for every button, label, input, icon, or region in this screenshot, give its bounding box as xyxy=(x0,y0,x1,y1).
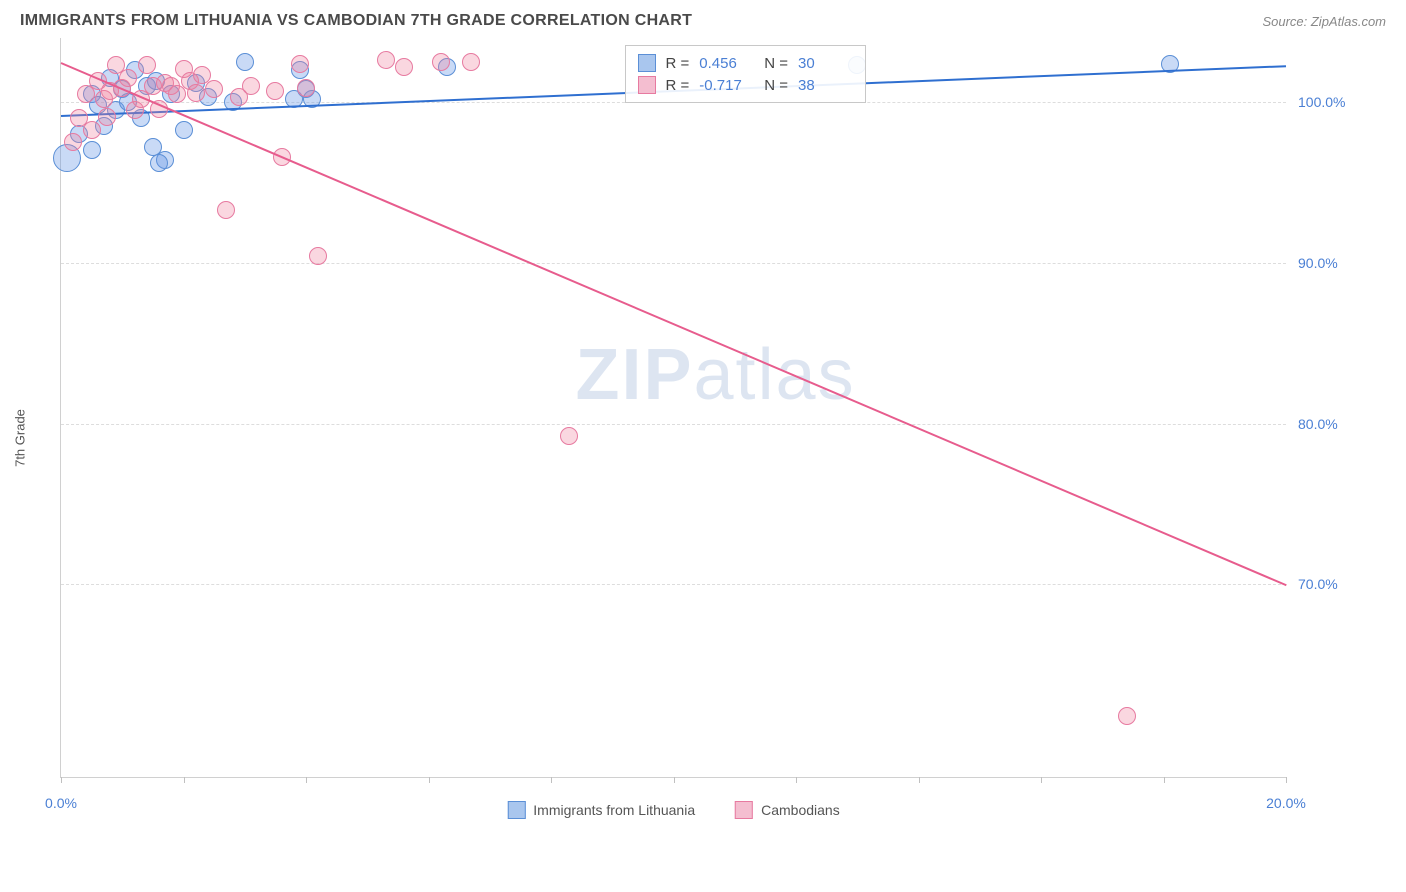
data-point xyxy=(187,84,205,102)
x-tick-mark xyxy=(551,777,552,783)
data-point xyxy=(150,154,168,172)
x-tick-mark xyxy=(919,777,920,783)
data-point xyxy=(98,108,116,126)
legend-swatch xyxy=(507,801,525,819)
gridline xyxy=(61,263,1286,264)
data-point xyxy=(175,121,193,139)
r-value: 0.456 xyxy=(699,55,754,72)
plot-area: ZIPatlas 70.0%80.0%90.0%100.0%0.0%20.0%R… xyxy=(60,38,1286,778)
x-tick-mark xyxy=(306,777,307,783)
legend-item: Cambodians xyxy=(735,801,840,819)
x-tick-mark xyxy=(796,777,797,783)
legend-label: Immigrants from Lithuania xyxy=(533,802,695,818)
data-point xyxy=(1118,707,1136,725)
n-label: N = xyxy=(764,77,788,94)
stats-legend: R = 0.456 N = 30 R = -0.717 N = 38 xyxy=(625,45,867,103)
data-point xyxy=(138,56,156,74)
x-tick-mark xyxy=(61,777,62,783)
data-point xyxy=(462,53,480,71)
n-value: 38 xyxy=(798,77,853,94)
r-label: R = xyxy=(666,77,690,94)
series-swatch xyxy=(638,54,656,72)
trend-line xyxy=(61,62,1287,586)
x-tick-mark xyxy=(184,777,185,783)
legend: Immigrants from Lithuania Cambodians xyxy=(507,801,839,819)
data-point xyxy=(432,53,450,71)
watermark: ZIPatlas xyxy=(576,334,856,416)
chart-title: IMMIGRANTS FROM LITHUANIA VS CAMBODIAN 7… xyxy=(20,12,692,30)
data-point xyxy=(242,77,260,95)
x-tick-label: 0.0% xyxy=(45,795,77,811)
x-tick-mark xyxy=(1164,777,1165,783)
legend-swatch xyxy=(735,801,753,819)
data-point xyxy=(297,79,315,97)
r-value: -0.717 xyxy=(699,77,754,94)
n-value: 30 xyxy=(798,55,853,72)
stats-row: R = -0.717 N = 38 xyxy=(638,74,854,96)
y-tick-label: 70.0% xyxy=(1298,576,1338,592)
data-point xyxy=(83,121,101,139)
n-label: N = xyxy=(764,55,788,72)
data-point xyxy=(377,51,395,69)
series-swatch xyxy=(638,76,656,94)
data-point xyxy=(83,141,101,159)
y-tick-label: 80.0% xyxy=(1298,416,1338,432)
y-tick-label: 100.0% xyxy=(1298,94,1345,110)
data-point xyxy=(395,58,413,76)
data-point xyxy=(119,69,137,87)
source-attribution: Source: ZipAtlas.com xyxy=(1262,14,1386,29)
x-tick-mark xyxy=(1286,777,1287,783)
x-tick-mark xyxy=(429,777,430,783)
gridline xyxy=(61,584,1286,585)
legend-item: Immigrants from Lithuania xyxy=(507,801,695,819)
data-point xyxy=(236,53,254,71)
x-tick-label: 20.0% xyxy=(1266,795,1306,811)
r-label: R = xyxy=(666,55,690,72)
data-point xyxy=(64,133,82,151)
x-tick-mark xyxy=(674,777,675,783)
stats-row: R = 0.456 N = 30 xyxy=(638,52,854,74)
data-point xyxy=(309,247,327,265)
data-point xyxy=(560,427,578,445)
y-axis-label: 7th Grade xyxy=(13,409,28,467)
data-point xyxy=(266,82,284,100)
data-point xyxy=(205,80,223,98)
watermark-atlas: atlas xyxy=(694,335,856,415)
data-point xyxy=(291,55,309,73)
legend-label: Cambodians xyxy=(761,802,840,818)
data-point xyxy=(217,201,235,219)
x-tick-mark xyxy=(1041,777,1042,783)
chart-container: 7th Grade ZIPatlas 70.0%80.0%90.0%100.0%… xyxy=(60,38,1386,838)
y-tick-label: 90.0% xyxy=(1298,255,1338,271)
gridline xyxy=(61,424,1286,425)
watermark-zip: ZIP xyxy=(576,335,694,415)
